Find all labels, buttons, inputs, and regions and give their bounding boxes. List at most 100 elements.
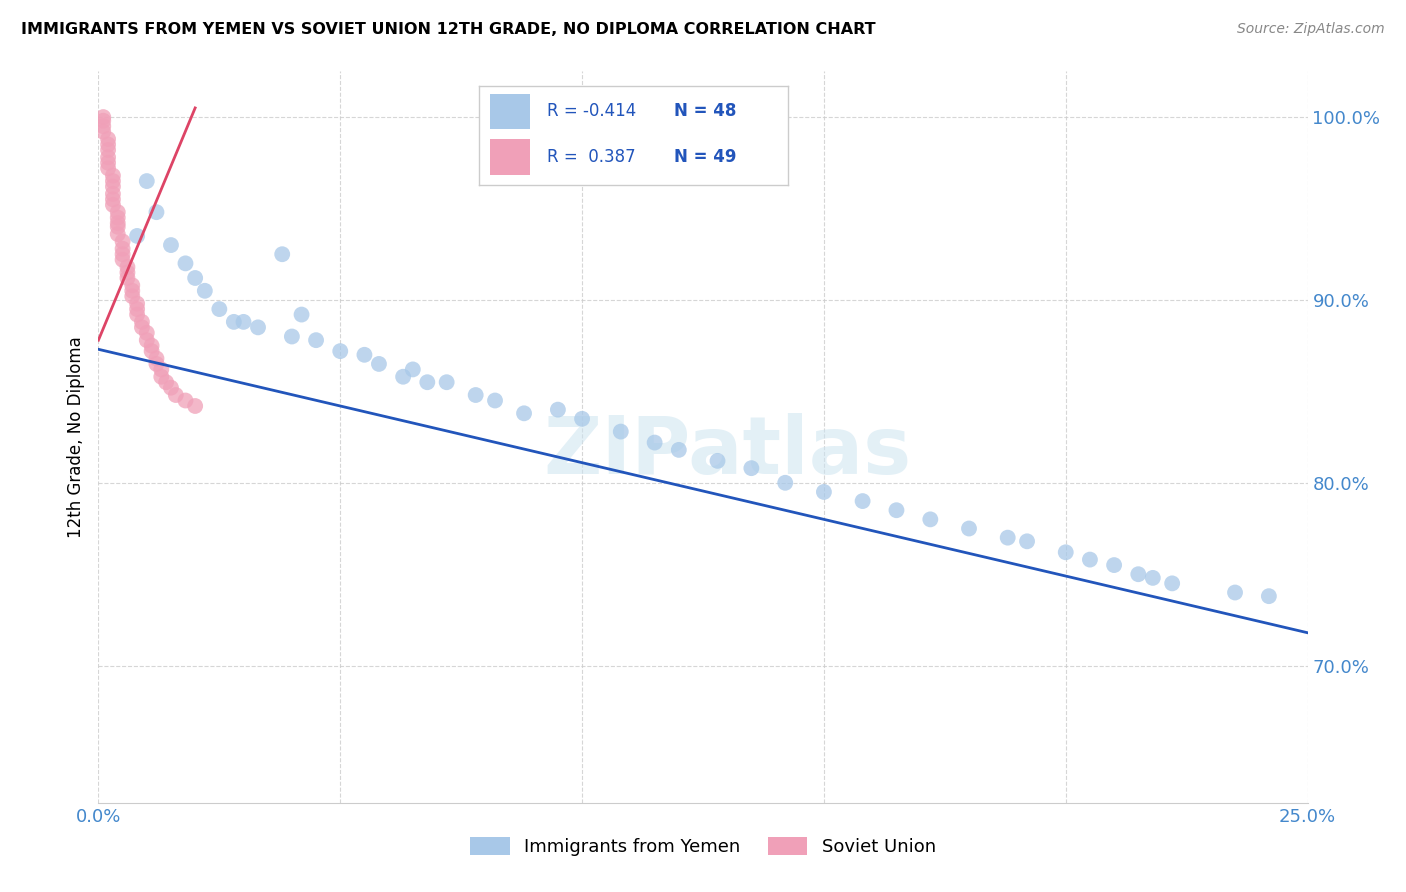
Point (706, 454, 728, 468)
Point (111, 242, 134, 256)
Point (107, 216, 129, 230)
Point (117, 260, 139, 274)
Point (610, 425, 633, 439)
Point (145, 351, 167, 366)
Point (1161, 576, 1184, 591)
Point (464, 388, 486, 402)
Point (271, 247, 294, 261)
Point (852, 494, 875, 508)
Point (740, 461, 762, 475)
Point (97, 161, 120, 176)
Point (1257, 589, 1279, 603)
Point (1015, 534, 1038, 549)
Point (513, 406, 536, 420)
Point (101, 186, 124, 201)
Point (97, 155, 120, 169)
Point (668, 442, 690, 457)
Point (121, 284, 143, 298)
Point (920, 512, 942, 526)
Point (111, 252, 134, 267)
Point (174, 256, 197, 270)
Point (117, 265, 139, 279)
Point (194, 284, 217, 298)
Point (1102, 558, 1125, 573)
Point (1078, 552, 1101, 566)
Point (131, 315, 153, 329)
Text: IMMIGRANTS FROM YEMEN VS SOVIET UNION 12TH GRADE, NO DIPLOMA CORRELATION CHART: IMMIGRANTS FROM YEMEN VS SOVIET UNION 12… (21, 22, 876, 37)
Point (101, 192, 124, 206)
Point (353, 348, 375, 362)
Point (290, 308, 312, 322)
Point (773, 475, 796, 490)
Point (101, 174, 124, 188)
Point (145, 205, 167, 219)
Point (208, 301, 231, 316)
Point (886, 503, 908, 517)
Point (127, 301, 149, 316)
Point (111, 247, 134, 261)
Point (305, 333, 328, 347)
Point (247, 320, 270, 334)
Point (222, 315, 245, 329)
Point (1223, 585, 1246, 599)
Point (160, 381, 183, 395)
Point (107, 205, 129, 219)
Point (402, 362, 425, 376)
Point (101, 198, 124, 212)
Text: Source: ZipAtlas.com: Source: ZipAtlas.com (1237, 22, 1385, 37)
Point (547, 402, 569, 417)
Point (91, 125, 114, 139)
Point (416, 375, 439, 389)
Point (97, 150, 120, 164)
Point (329, 344, 352, 359)
Point (392, 369, 415, 384)
Point (436, 375, 458, 389)
Point (135, 174, 157, 188)
Point (91, 113, 114, 128)
Point (97, 137, 120, 152)
Legend: Immigrants from Yemen, Soviet Union: Immigrants from Yemen, Soviet Union (463, 830, 943, 863)
Point (127, 308, 149, 322)
Point (135, 326, 157, 340)
Point (997, 531, 1019, 545)
Point (813, 484, 835, 499)
Point (97, 143, 120, 157)
Point (141, 344, 163, 359)
Point (91, 110, 114, 124)
Point (135, 333, 157, 347)
Point (644, 435, 666, 450)
Point (184, 271, 207, 285)
Point (101, 169, 124, 183)
Point (165, 388, 187, 402)
Point (957, 521, 980, 535)
Point (150, 362, 173, 376)
Point (107, 227, 129, 241)
Point (571, 411, 593, 425)
Point (155, 375, 177, 389)
Point (91, 119, 114, 133)
Point (1054, 545, 1077, 559)
Point (281, 329, 304, 343)
Point (117, 271, 139, 285)
Text: ZIPatlas: ZIPatlas (543, 413, 911, 491)
Point (368, 357, 391, 371)
Point (107, 219, 129, 234)
Point (131, 320, 153, 334)
Point (232, 315, 254, 329)
Point (101, 179, 124, 194)
Point (127, 296, 149, 310)
Point (145, 357, 167, 371)
Point (107, 211, 129, 225)
Point (121, 289, 143, 303)
Point (1128, 567, 1150, 582)
Point (121, 278, 143, 293)
Point (97, 132, 120, 146)
Point (141, 338, 163, 352)
Point (160, 238, 183, 252)
Point (1142, 571, 1164, 585)
Point (184, 399, 207, 413)
Point (111, 235, 134, 249)
Y-axis label: 12th Grade, No Diploma: 12th Grade, No Diploma (66, 336, 84, 538)
Point (174, 393, 197, 408)
Point (484, 393, 506, 408)
